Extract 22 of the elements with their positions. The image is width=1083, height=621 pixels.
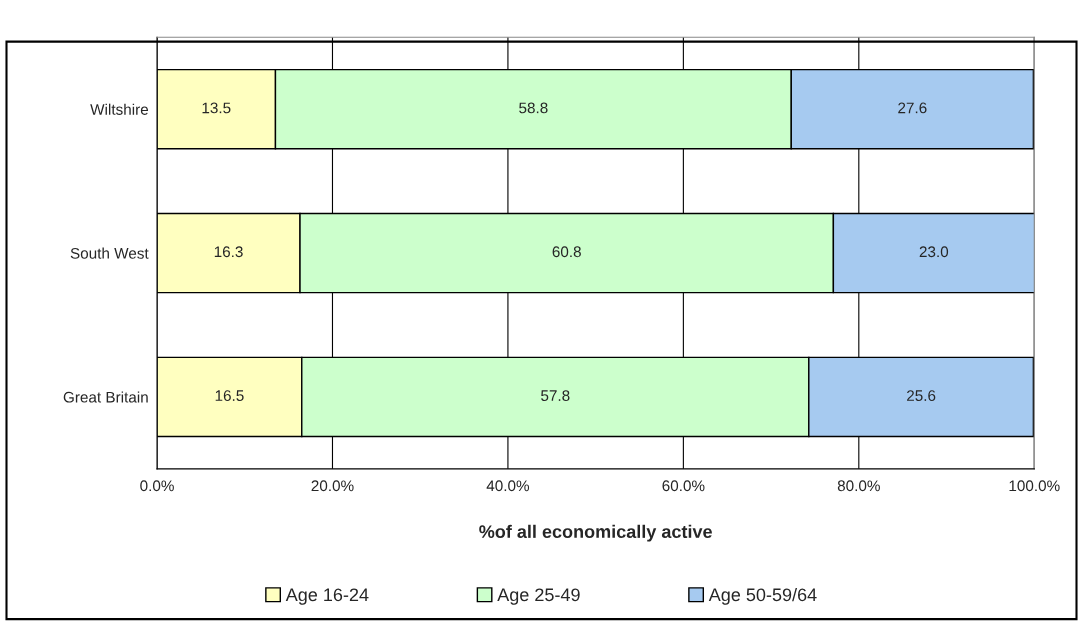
y-tick-label: Great Britain [63, 391, 148, 403]
text: 16.5 [215, 390, 244, 402]
text: 16.3 [214, 246, 243, 258]
legend-label: Age 50-59/64 [708, 587, 817, 605]
x-tick-label: 20.0% [311, 480, 354, 492]
x-tick-label: 60.0% [662, 480, 705, 492]
x-tick-label: 40.0% [486, 480, 530, 492]
legend-label: Age 25-49 [497, 588, 580, 605]
text: 57.8 [541, 390, 570, 402]
y-tick-label: South West [70, 247, 149, 259]
legend-label: Age 16-24 [285, 588, 369, 605]
x-tick-label: 0.0% [140, 480, 174, 492]
x-axis-title: %of all economically active [479, 524, 712, 542]
x-tick-label: 80.0% [837, 480, 880, 492]
text: 27.6 [898, 102, 927, 114]
y-tick-label: Wiltshire [90, 103, 149, 115]
text: 13.5 [202, 102, 231, 114]
x-tick-label: 100.0% [1009, 480, 1060, 492]
text: 23.0 [919, 246, 949, 258]
text: 60.8 [552, 246, 581, 258]
text: 25.6 [907, 390, 936, 402]
text: 58.8 [519, 102, 548, 114]
